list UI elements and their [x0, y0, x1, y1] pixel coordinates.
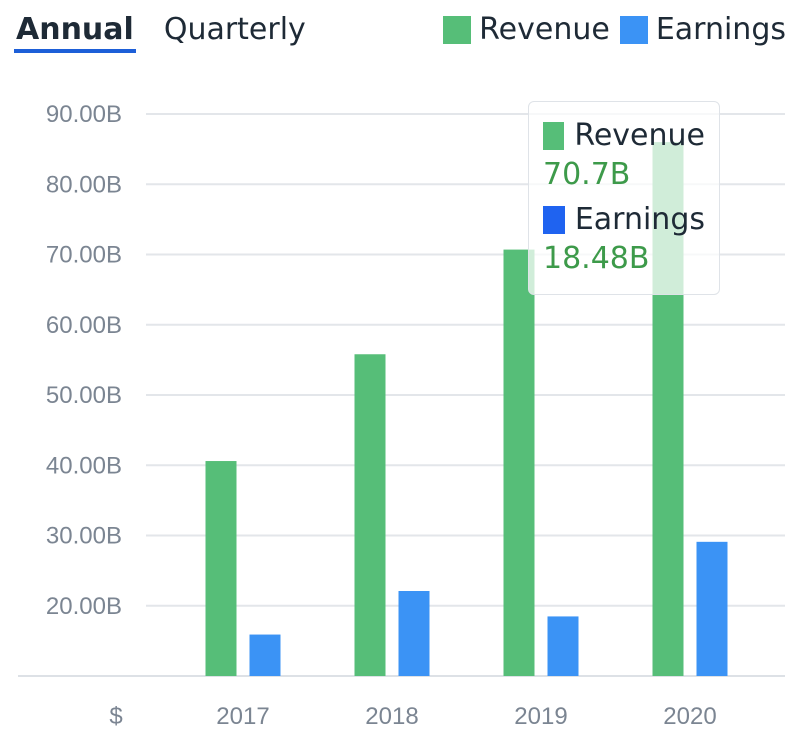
tooltip-earnings-row: Earnings [543, 202, 705, 237]
tooltip-earnings-swatch [543, 205, 565, 234]
legend-label-revenue: Revenue [479, 12, 610, 47]
revenue-swatch [443, 15, 472, 44]
y-tick-label: 60.00B [46, 312, 122, 339]
legend-item-earnings[interactable]: Earnings [619, 12, 786, 47]
revenue-bar-2018 [354, 354, 386, 676]
tooltip-revenue-swatch [543, 121, 565, 150]
earnings-bar-2017 [249, 634, 281, 676]
tab-annual[interactable]: Annual [14, 8, 136, 53]
y-tick-label: 90.00B [46, 101, 122, 128]
tooltip-earnings-label: Earnings [574, 202, 705, 237]
revenue-bar-2019 [503, 249, 535, 676]
y-tick-label: 20.00B [46, 593, 122, 620]
y-tick-label: 50.00B [46, 382, 122, 409]
tooltip-revenue-row: Revenue [543, 118, 705, 153]
legend-label-earnings: Earnings [655, 12, 786, 47]
tooltip-revenue-label: Revenue [574, 118, 705, 153]
x-tick-label: 2019 [514, 703, 567, 730]
earnings-bar-2020 [696, 541, 728, 676]
revenue-bar-2017 [205, 461, 237, 676]
tooltip-earnings-value: 18.48B [543, 241, 650, 276]
y-tick-label: 40.00B [46, 452, 122, 479]
earnings-bar-2019 [547, 616, 579, 676]
chart-tooltip: Revenue 70.7B Earnings 18.48B [528, 101, 720, 295]
x-tick-label: 2020 [663, 703, 716, 730]
chart-legend: Revenue Earnings [443, 12, 786, 47]
tooltip-revenue-value: 70.7B [543, 157, 631, 192]
y-tick-label: 80.00B [46, 171, 122, 198]
legend-item-revenue[interactable]: Revenue [443, 12, 610, 47]
y-tick-label: 30.00B [46, 523, 122, 550]
tab-quarterly[interactable]: Quarterly [163, 12, 306, 47]
y-unit-label: $ [109, 703, 122, 730]
x-tick-label: 2017 [216, 703, 269, 730]
y-tick-label: 70.00B [46, 242, 122, 269]
period-tabs: Annual Quarterly [14, 8, 308, 53]
x-tick-label: 2018 [365, 703, 418, 730]
earnings-bar-2018 [398, 590, 430, 676]
earnings-swatch [619, 15, 648, 44]
